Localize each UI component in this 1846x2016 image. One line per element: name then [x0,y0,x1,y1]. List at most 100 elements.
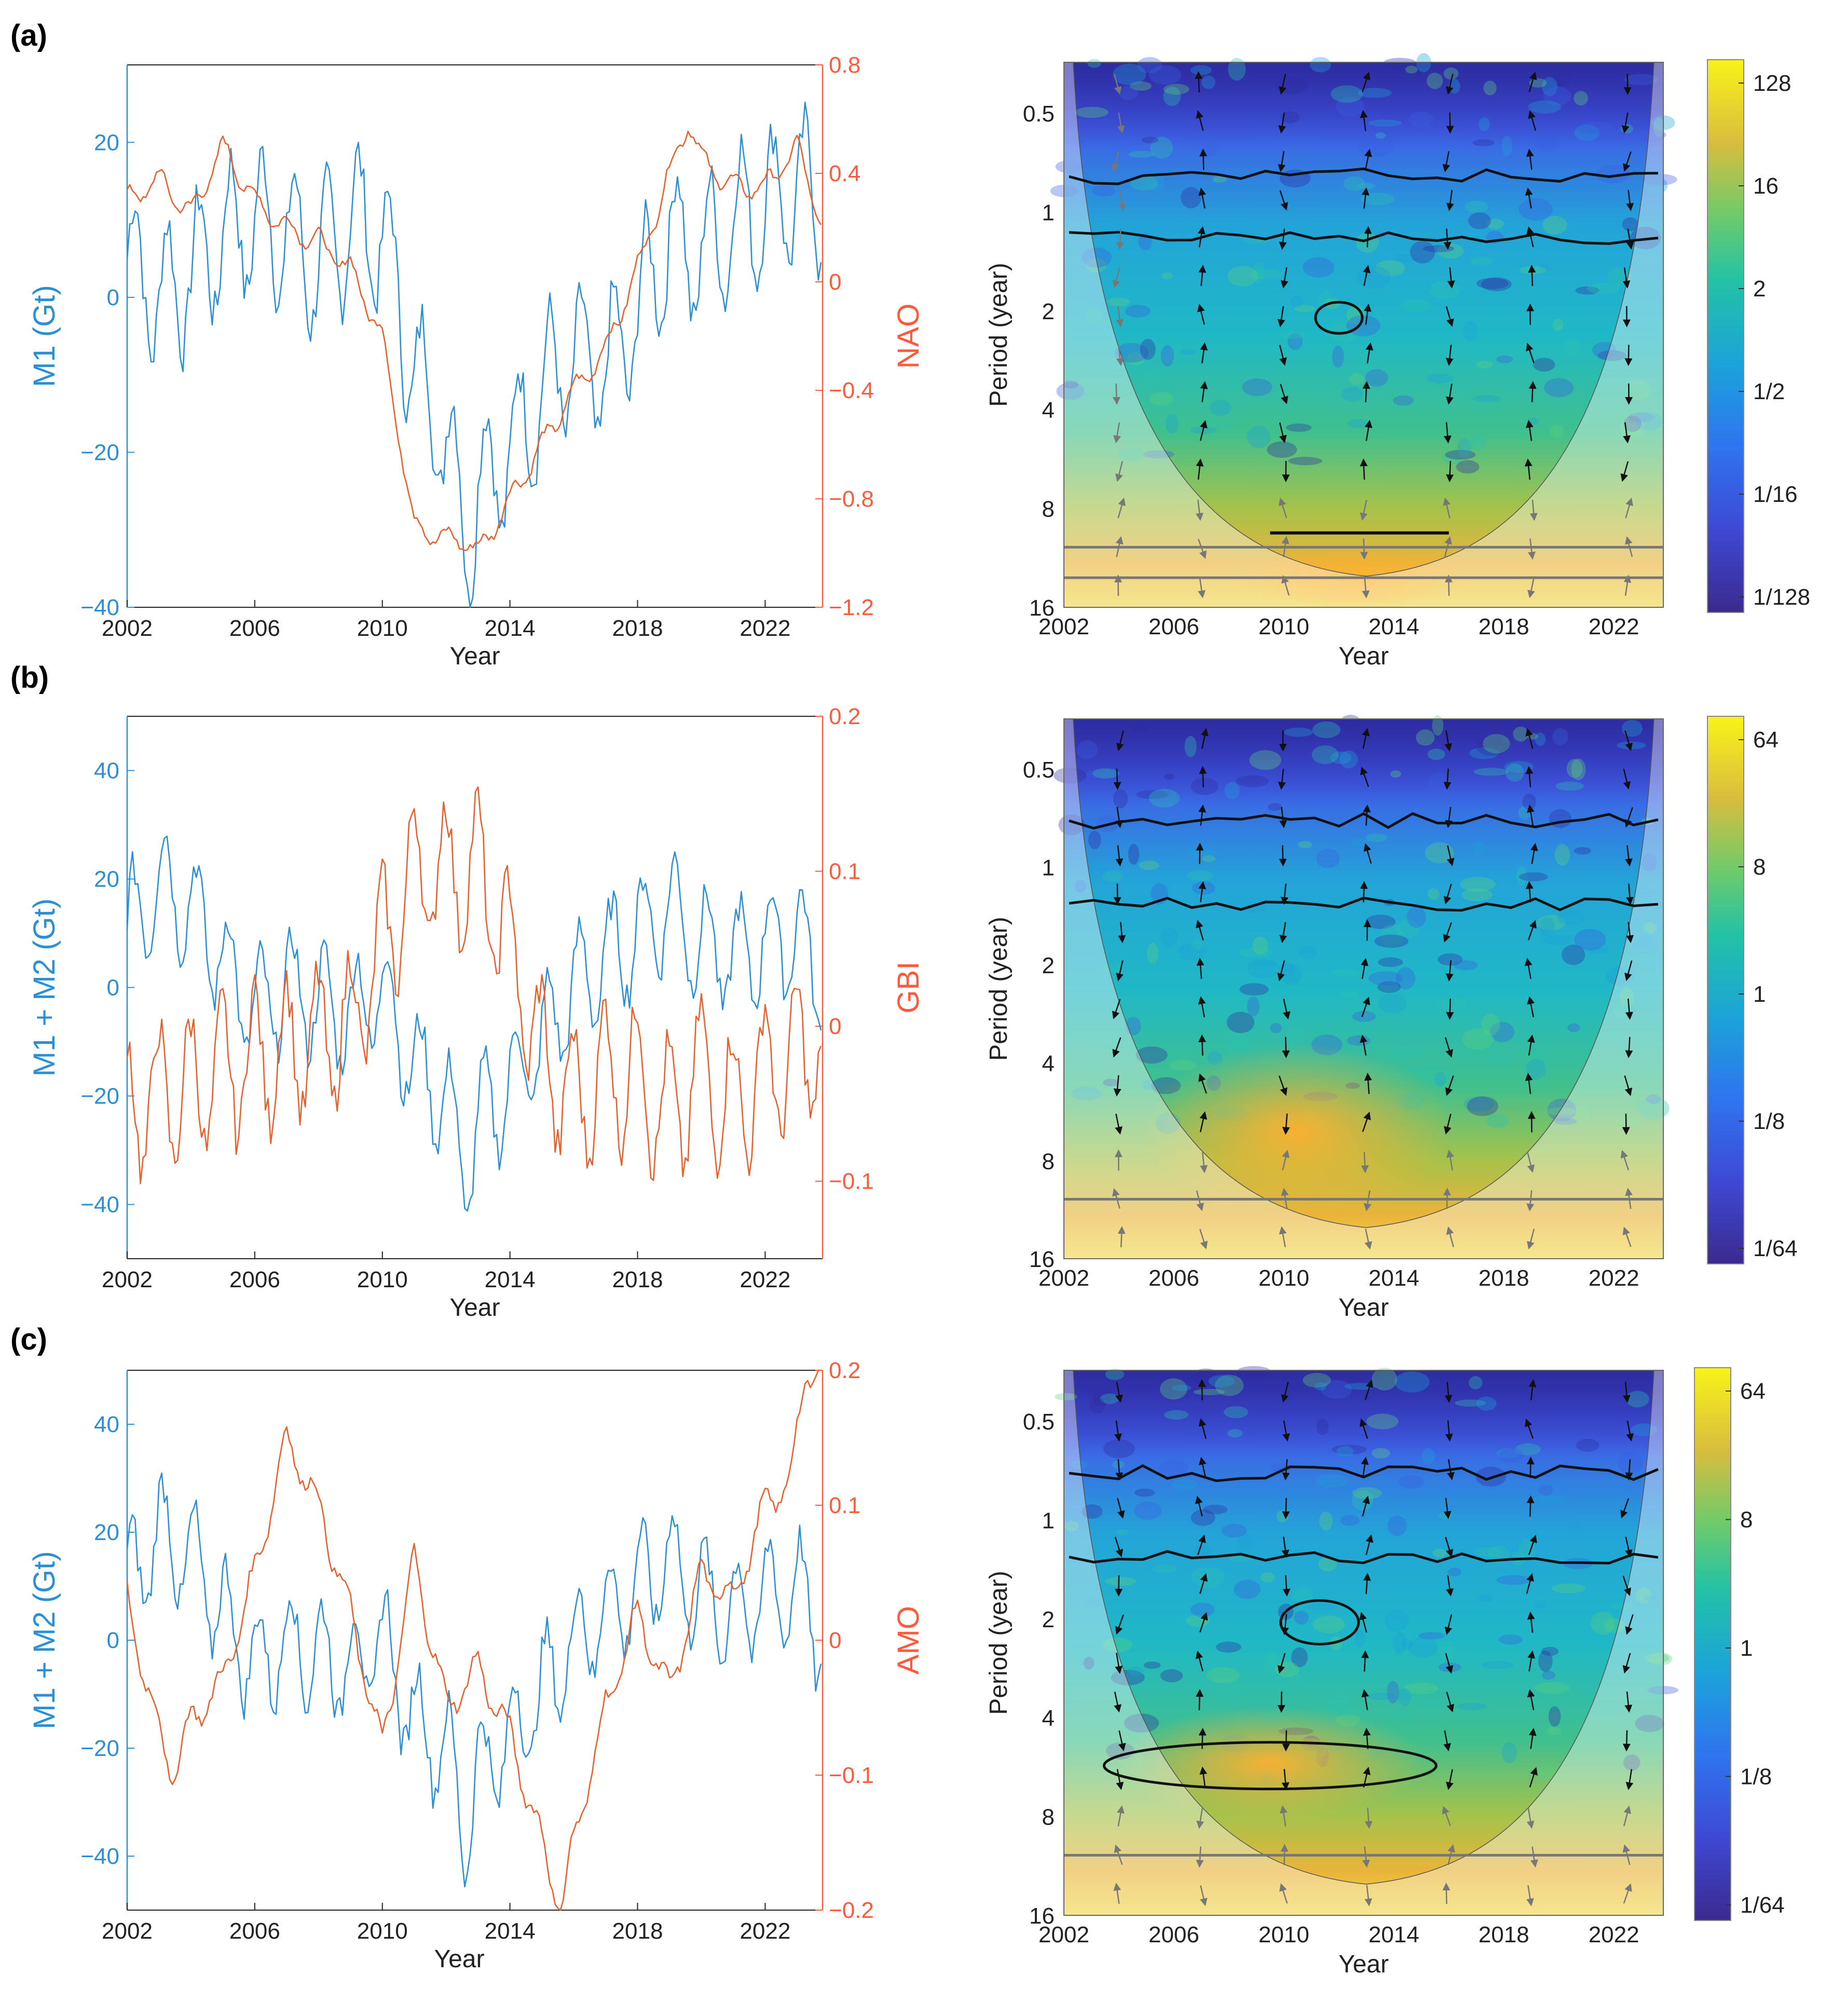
x-axis-label: Year [1338,1951,1389,1978]
power-patch [1265,1652,1278,1661]
y-tick-label: 4 [1042,1706,1055,1731]
power-patch [1421,1063,1452,1086]
phase-arrow [1112,999,1121,1019]
power-patch [1542,1670,1556,1680]
phase-arrow [1363,1766,1371,1788]
power-patch [1477,1594,1493,1602]
phase-arrow [1281,1536,1290,1558]
power-patch [1365,915,1396,929]
power-patch [1330,751,1351,765]
right-tick-label: −1.2 [829,595,874,620]
colorbar-tick-label: 1/8 [1753,1109,1785,1134]
phase-arrow [1363,303,1372,325]
phase-arrow [1281,1769,1290,1791]
phase-arrow [1526,1573,1534,1594]
power-patch [1543,86,1571,106]
power-patch [1361,193,1394,206]
power-patch [1326,320,1361,342]
power-patch [1539,917,1555,937]
power-patch [1125,305,1151,318]
power-patch [1406,906,1426,928]
power-patch [1267,803,1282,811]
phase-arrow [1113,422,1121,444]
phase-arrow [1196,1807,1205,1829]
power-patch [1389,1046,1423,1057]
power-patch [1427,373,1454,384]
power-patch [1397,919,1419,938]
phase-arrow [1446,74,1454,95]
power-patch [1548,1706,1561,1727]
power-patch [1102,1637,1132,1653]
phase-arrow [1527,538,1536,560]
power-patch [1116,1529,1129,1536]
phase-arrow [1360,881,1368,903]
power-patch [1371,1448,1390,1459]
colorbar-tick-label: 128 [1753,71,1791,96]
plot-frame [1063,1370,1664,1916]
phase-arrow [1278,497,1288,519]
colorbar-tick-label: 64 [1753,727,1779,753]
power-patch [1318,1557,1337,1572]
right-tick-label: 0.4 [829,161,860,186]
index-series-line [126,786,822,1184]
phase-arrow [1442,151,1451,172]
left-tick-label: 0 [107,975,119,1001]
power-patch [1115,343,1149,363]
power-patch [1215,1641,1241,1653]
left-axis-label: M1 + M2 (Gt) [28,898,61,1077]
power-patch [1394,254,1418,263]
power-patch [1597,350,1626,361]
phase-arrow [1625,1459,1633,1481]
power-patch [1408,1637,1438,1658]
power-patch [1642,854,1657,871]
right-tick-label: 0 [829,1014,841,1039]
plot-frame [1063,718,1664,1259]
power-patch [1207,1667,1240,1684]
phase-arrow [1282,1459,1290,1481]
power-patch [1366,1692,1396,1700]
power-patch [1567,1023,1580,1032]
power-patch [1534,1682,1570,1694]
power-patch [1439,1511,1452,1520]
power-patch [1470,257,1494,266]
power-patch [1083,1656,1095,1670]
significance-contour-lower [1069,230,1659,245]
power-patch [1150,137,1173,159]
phase-arrow [1620,461,1629,482]
left-tick-label: −20 [80,1084,119,1109]
left-axis-label: M1 (Gt) [28,285,61,387]
left-tick-label: 20 [94,130,119,155]
right-tick-label: 0.8 [829,52,860,78]
right-tick-label: 0.2 [829,704,860,729]
phase-arrow [1115,461,1123,482]
y-tick-label: 2 [1042,953,1055,978]
power-patch [1261,1572,1275,1583]
phase-arrow [1364,1072,1372,1094]
phase-arrow [1624,960,1633,982]
power-patch [1539,263,1551,272]
power-patch [1202,855,1215,862]
phase-arrow [1528,380,1537,402]
phase-arrow [1362,380,1371,402]
phase-arrow [1443,922,1452,943]
power-patch [1083,1597,1101,1608]
wavelet-chart-a: 2002 2006 2010 2014 2018 2022 Year 0.5 1 2 4 8 16 Per… [985,53,1810,670]
phase-arrow [1624,730,1633,752]
power-patch [1180,187,1201,209]
phase-arrow [1199,1885,1208,1906]
power-patch [1105,1369,1125,1380]
phase-arrow [1626,922,1634,944]
y-tick-label: 4 [1042,398,1055,423]
phase-arrow [1197,226,1206,248]
power-patch [1534,1602,1547,1609]
x-tick-label: 2006 [229,1918,280,1944]
power-patch [1390,770,1401,778]
x-tick-label: 2002 [102,1267,153,1292]
y-axis-label: Period (year) [985,263,1013,406]
y-tick-label: 0.5 [1023,1409,1055,1435]
power-patch [1221,1523,1247,1538]
phase-arrow [1199,1766,1208,1788]
phase-arrow [1524,458,1533,480]
phase-arrow [1198,187,1206,209]
power-patch [1074,879,1087,893]
